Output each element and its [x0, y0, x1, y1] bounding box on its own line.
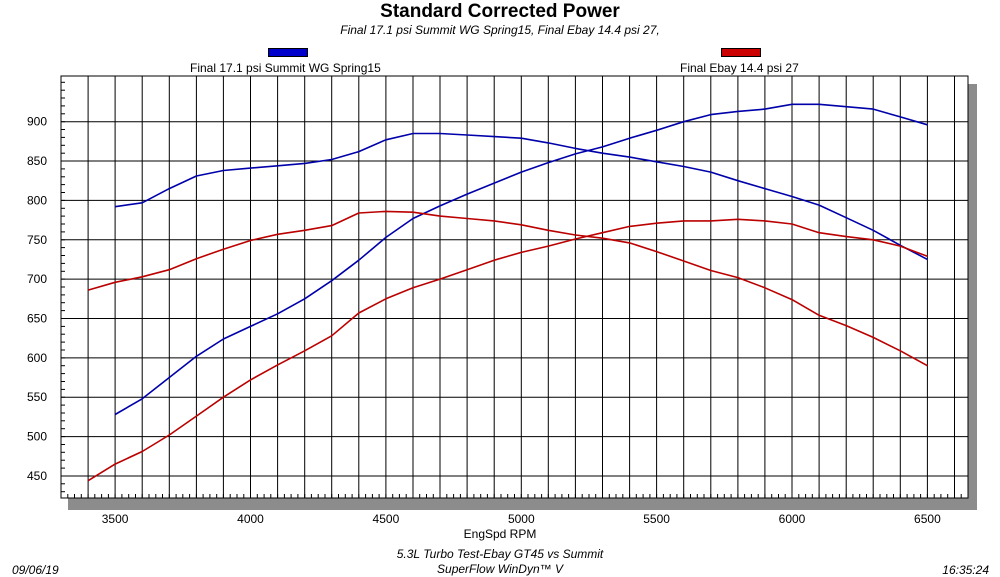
chart-subtitle: Final 17.1 psi Summit WG Spring15, Final…: [340, 23, 660, 37]
legend-swatch-series-1: [268, 48, 308, 57]
y-tick-label: 600: [27, 351, 47, 365]
x-tick-label: 4000: [237, 512, 264, 526]
y-tick-label: 850: [27, 154, 47, 168]
x-tick-label: 3500: [102, 512, 129, 526]
footer-software: SuperFlow WinDyn™ V: [437, 562, 563, 576]
series-lines: [87, 103, 928, 482]
grid-lines: [61, 76, 968, 498]
series-line-2-torque: [114, 132, 928, 261]
plot-area: [60, 75, 969, 499]
y-tick-label: 700: [27, 272, 47, 286]
series-line-1-power: [114, 103, 928, 416]
y-tick-label: 750: [27, 233, 47, 247]
y-tick-label: 900: [27, 115, 47, 129]
y-tick-label: 450: [27, 469, 47, 483]
series-line-4-torque: [87, 210, 928, 367]
footer-test-name: 5.3L Turbo Test-Ebay GT45 vs Summit: [396, 547, 604, 561]
x-axis-label: EngSpd RPM: [464, 527, 537, 541]
y-tick-label: 550: [27, 390, 47, 404]
axis-ticks: 450 500 550 600 650 700 750 800 850 900 3500 4000 45…: [27, 81, 969, 526]
x-tick-label: 6000: [779, 512, 806, 526]
legend-label-series-2: Final Ebay 14.4 psi 27: [680, 61, 799, 75]
y-tick-label: 800: [27, 193, 47, 207]
footer-date: 09/06/19: [12, 563, 59, 577]
legend-swatch-series-2: [721, 48, 761, 57]
x-tick-label: 6500: [914, 512, 941, 526]
legend-label-series-1: Final 17.1 psi Summit WG Spring15: [190, 61, 381, 75]
series-line-3-power: [87, 218, 928, 482]
x-tick-label: 5500: [643, 512, 670, 526]
x-tick-label: 4500: [373, 512, 400, 526]
y-tick-label: 500: [27, 430, 47, 444]
y-tick-label: 650: [27, 312, 47, 326]
chart-title: Standard Corrected Power: [380, 1, 620, 22]
footer-time: 16:35:24: [942, 563, 989, 577]
x-tick-label: 5000: [508, 512, 535, 526]
